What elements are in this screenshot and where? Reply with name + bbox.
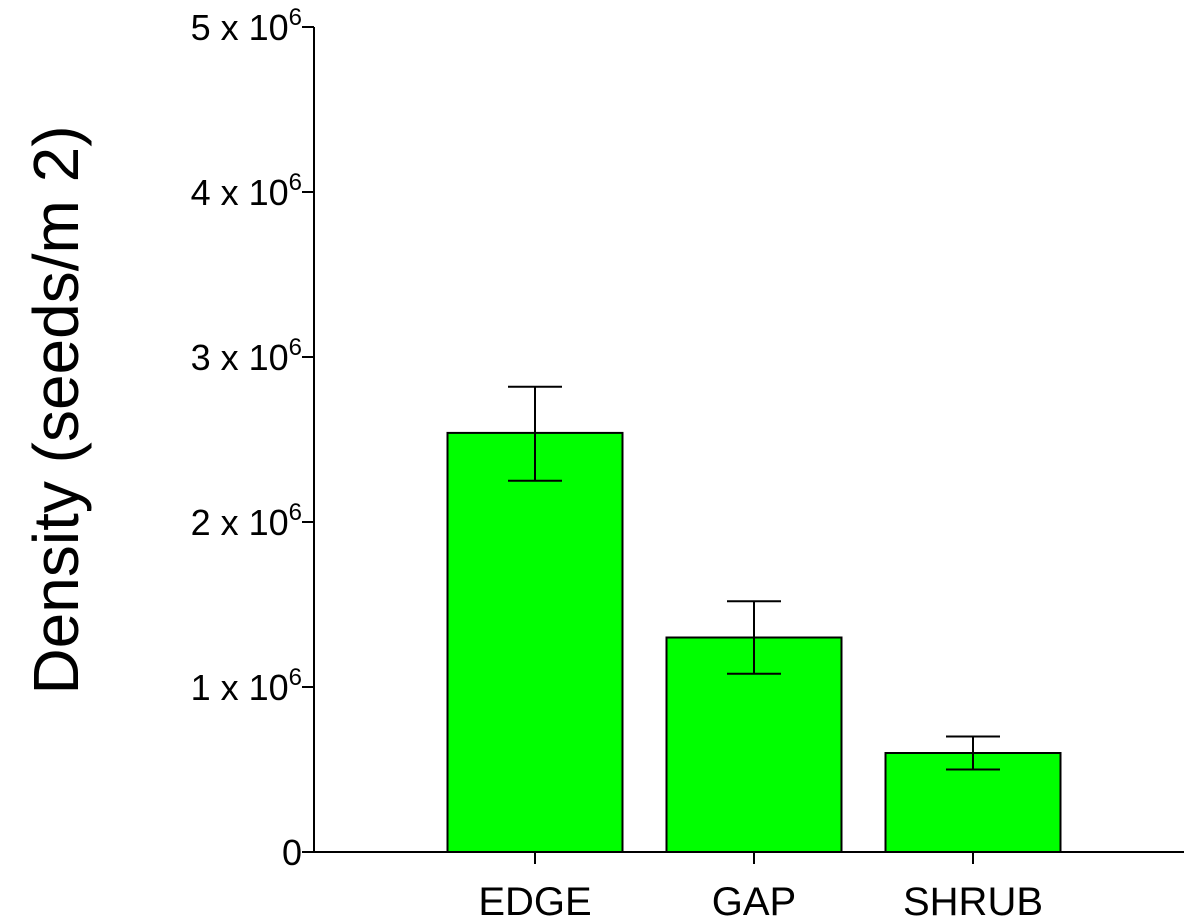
x-tick-label-edge: EDGE — [478, 880, 591, 920]
x-tick-label-shrub: SHRUB — [903, 880, 1043, 920]
y-tick-label: 1 x 106 — [191, 664, 302, 708]
y-ticks-group: 0 1 x 106 2 x 106 3 x 106 4 x 106 5 x 106 — [191, 4, 314, 873]
bar-edge — [446, 431, 624, 853]
error-bar-shrub — [946, 735, 1000, 771]
y-tick-label: 4 x 106 — [191, 169, 302, 213]
y-axis-label: Density (seeds/m 2) — [20, 125, 92, 694]
error-bar-gap — [727, 600, 781, 675]
y-axis-label-group: Density (seeds/m 2) — [20, 125, 92, 694]
x-tick-label-gap: GAP — [712, 880, 796, 920]
y-tick-label: 3 x 106 — [191, 334, 302, 378]
axes-group — [313, 27, 1184, 853]
x-ticks-group: EDGE GAP SHRUB — [478, 852, 1043, 920]
y-tick-label: 2 x 106 — [191, 499, 302, 543]
error-bar-edge — [508, 385, 562, 482]
error-bars-group — [508, 385, 1000, 771]
y-tick-label: 0 — [282, 832, 302, 873]
y-tick-label: 5 x 106 — [191, 4, 302, 48]
